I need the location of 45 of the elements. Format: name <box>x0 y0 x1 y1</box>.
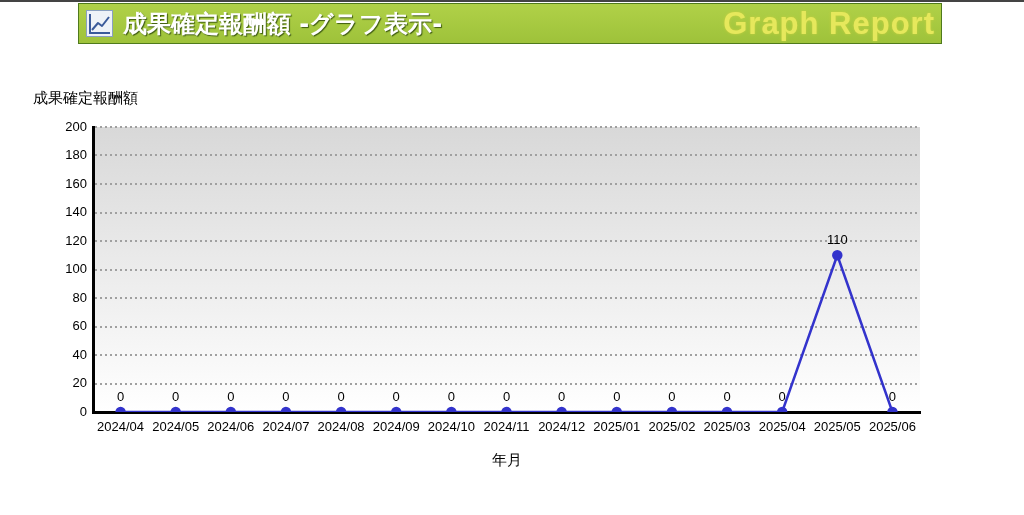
y-tick-label: 200 <box>65 118 87 134</box>
x-tick-label: 2025/02 <box>648 419 696 435</box>
data-label: 0 <box>888 389 897 405</box>
y-tick-label: 120 <box>65 232 87 248</box>
data-label: 0 <box>668 389 676 405</box>
x-tick-label: 2024/04 <box>97 419 145 435</box>
x-tick-label: 2024/08 <box>317 419 365 435</box>
y-tick-label: 140 <box>65 204 87 220</box>
y-axis-title: 成果確定報酬額 <box>33 89 138 108</box>
x-tick-label: 2024/11 <box>483 419 530 435</box>
x-tick-label: 2025/06 <box>868 419 916 435</box>
y-tick-label: 80 <box>72 289 87 305</box>
data-label: 0 <box>723 389 731 405</box>
data-label: 0 <box>282 389 290 405</box>
x-axis-title: 年月 <box>491 451 522 469</box>
data-label: 0 <box>337 389 345 405</box>
data-label: 110 <box>826 232 848 248</box>
data-label: 0 <box>227 389 235 405</box>
chart-subtitle: Graph Report <box>723 6 935 42</box>
data-label: 0 <box>392 389 400 405</box>
data-label: 0 <box>558 389 566 405</box>
x-tick-label: 2024/05 <box>152 419 200 435</box>
y-tick-label: 60 <box>72 318 87 334</box>
data-label: 0 <box>778 389 786 405</box>
y-tick-label: 20 <box>72 375 87 391</box>
chart-title: 成果確定報酬額 -グラフ表示- <box>123 9 443 40</box>
x-tick-label: 2024/09 <box>372 419 420 435</box>
y-tick-label: 0 <box>79 403 87 419</box>
y-tick-label: 40 <box>72 346 87 362</box>
data-label: 0 <box>116 389 125 405</box>
x-tick-label: 2025/03 <box>703 419 751 435</box>
x-tick-label: 2024/12 <box>538 419 586 435</box>
data-label: 0 <box>172 389 180 405</box>
data-label: 0 <box>447 389 455 405</box>
x-tick-label: 2025/01 <box>593 419 641 435</box>
x-tick-label: 2025/04 <box>758 419 806 435</box>
data-label: 0 <box>613 389 621 405</box>
x-tick-label: 2024/10 <box>427 419 475 435</box>
x-tick-label: 2024/07 <box>262 419 310 435</box>
x-tick-label: 2024/06 <box>207 419 255 435</box>
y-tick-label: 100 <box>65 261 87 277</box>
x-tick-label: 2025/05 <box>813 419 861 435</box>
y-tick-label: 160 <box>65 175 87 191</box>
data-label: 0 <box>502 389 511 405</box>
y-tick-label: 180 <box>65 147 87 163</box>
